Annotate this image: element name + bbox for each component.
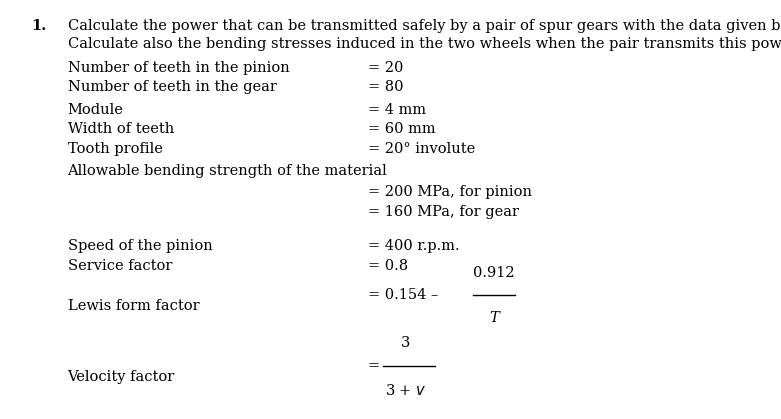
Text: Velocity factor: Velocity factor [67, 370, 175, 385]
Text: Number of teeth in the gear: Number of teeth in the gear [67, 80, 276, 94]
Text: 1.: 1. [30, 18, 46, 33]
Text: = 20° involute: = 20° involute [368, 142, 475, 156]
Text: Module: Module [67, 103, 123, 117]
Text: 3: 3 [401, 336, 411, 350]
Text: 3 + $v$: 3 + $v$ [385, 383, 426, 398]
Text: = 60 mm: = 60 mm [368, 122, 435, 137]
Text: = 400 r.p.m.: = 400 r.p.m. [368, 239, 459, 253]
Text: Calculate the power that can be transmitted safely by a pair of spur gears with : Calculate the power that can be transmit… [67, 18, 781, 33]
Text: Lewis form factor: Lewis form factor [67, 299, 199, 313]
Text: = 200 MPa, for pinion: = 200 MPa, for pinion [368, 185, 532, 199]
Text: = 4 mm: = 4 mm [368, 103, 426, 117]
Text: Allowable bending strength of the material: Allowable bending strength of the materi… [67, 163, 387, 178]
Text: Service factor: Service factor [67, 259, 172, 273]
Text: T: T [489, 310, 499, 324]
Text: = 20: = 20 [368, 61, 403, 75]
Text: = 0.8: = 0.8 [368, 259, 408, 273]
Text: Tooth profile: Tooth profile [67, 142, 162, 156]
Text: = 160 MPa, for gear: = 160 MPa, for gear [368, 204, 519, 219]
Text: Calculate also the bending stresses induced in the two wheels when the pair tran: Calculate also the bending stresses indu… [67, 37, 781, 51]
Text: Number of teeth in the pinion: Number of teeth in the pinion [67, 61, 289, 75]
Text: = 0.154 –: = 0.154 – [368, 288, 438, 302]
Text: = 80: = 80 [368, 80, 403, 94]
Text: 0.912: 0.912 [473, 266, 515, 280]
Text: Speed of the pinion: Speed of the pinion [67, 239, 212, 253]
Text: Width of teeth: Width of teeth [67, 122, 173, 137]
Text: =: = [368, 360, 380, 373]
